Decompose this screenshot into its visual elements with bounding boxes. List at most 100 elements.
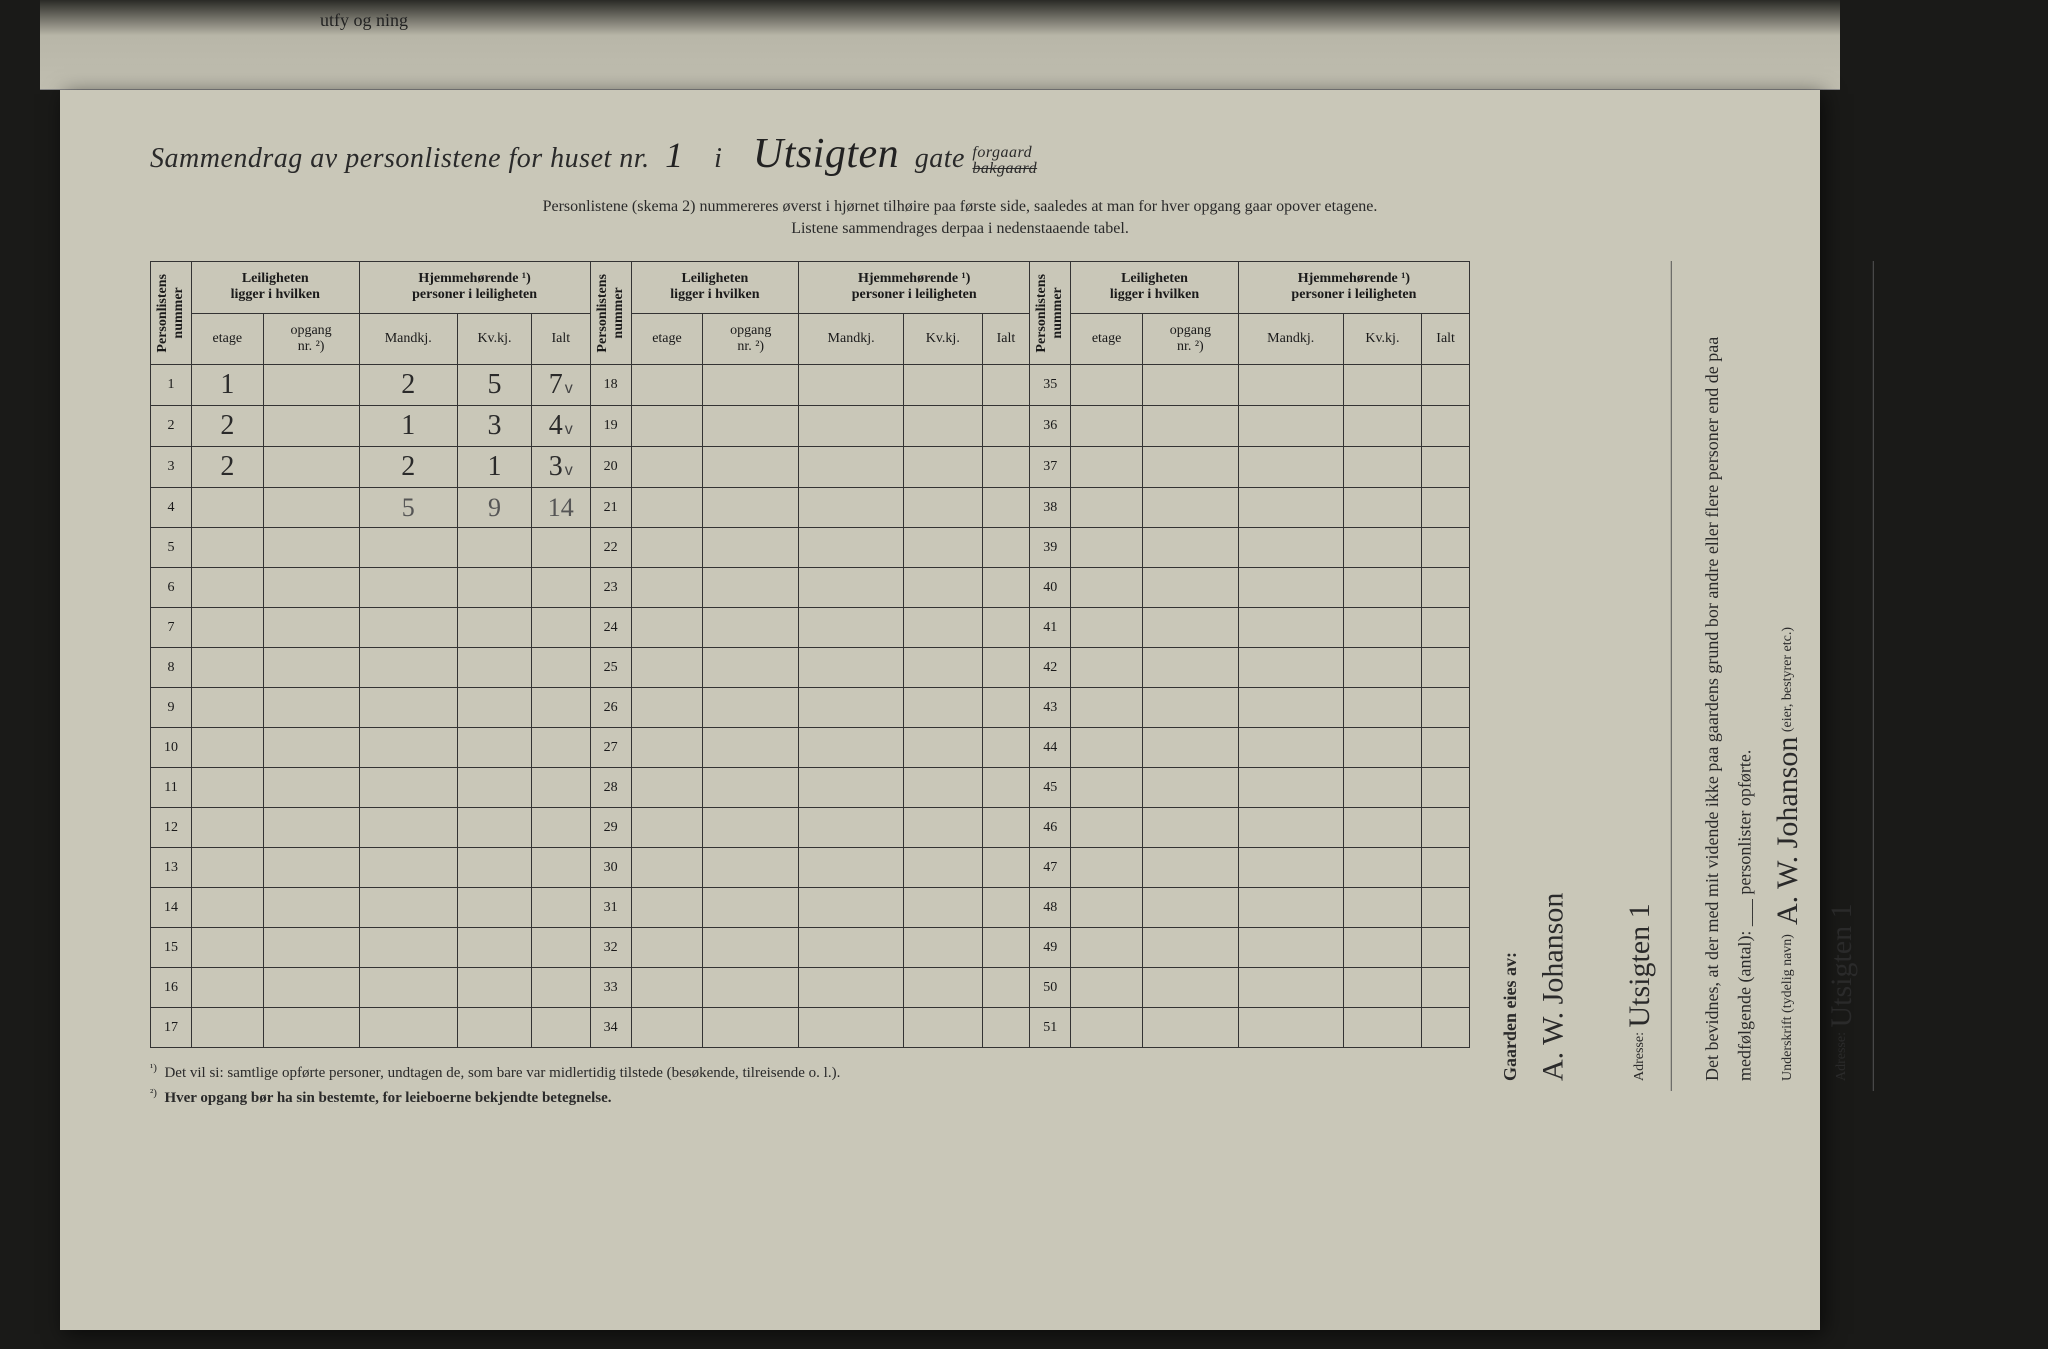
subcol: etage (631, 313, 703, 365)
row-number: 6 (151, 568, 192, 608)
cell-m (359, 928, 457, 968)
cell-i (1422, 365, 1470, 406)
cell-opgang (263, 1008, 359, 1048)
cell-opgang (703, 447, 799, 488)
row-number: 50 (1030, 968, 1071, 1008)
row-number: 5 (151, 528, 192, 568)
cell-k (1343, 808, 1422, 848)
cell-opgang (703, 768, 799, 808)
cell-m (1238, 1008, 1343, 1048)
cell-opgang (1142, 848, 1238, 888)
row-number: 7 (151, 608, 192, 648)
cell-k (458, 648, 532, 688)
cell-k (903, 528, 982, 568)
cell-i (982, 848, 1030, 888)
cell-etage (631, 688, 703, 728)
subcol: Mandkj. (799, 313, 904, 365)
cell-opgang (263, 968, 359, 1008)
row-number: 2 (151, 406, 192, 447)
col-nummer: Personlistensnummer (590, 261, 631, 365)
cell-opgang (703, 728, 799, 768)
cell-m (359, 648, 457, 688)
subcol: etage (192, 313, 264, 365)
cell-m (359, 888, 457, 928)
cell-m (799, 968, 904, 1008)
cell-k (903, 928, 982, 968)
row-number: 35 (1030, 365, 1071, 406)
subcol: Mandkj. (1238, 313, 1343, 365)
cell-etage (192, 568, 264, 608)
cell-m (799, 688, 904, 728)
cell-i (1422, 406, 1470, 447)
cell-etage (1071, 888, 1143, 928)
cell-etage (192, 808, 264, 848)
cell-i (1422, 608, 1470, 648)
cell-k (903, 688, 982, 728)
cell-i (982, 888, 1030, 928)
cell-k (1343, 688, 1422, 728)
cell-k: 9 (458, 488, 532, 528)
row-number: 28 (590, 768, 631, 808)
row-number: 1 (151, 365, 192, 406)
house-number: 1 (657, 135, 692, 175)
cell-etage (631, 528, 703, 568)
cell-m (359, 768, 457, 808)
cell-opgang (263, 648, 359, 688)
cell-etage (631, 568, 703, 608)
cell-i (982, 648, 1030, 688)
side-panel: Gaarden eies av: A. W. Johanson Adresse:… (1470, 261, 1770, 1091)
cell-etage (1071, 848, 1143, 888)
cell-etage: 2 (192, 447, 264, 488)
cell-k (1343, 968, 1422, 1008)
row-number: 23 (590, 568, 631, 608)
signature-address: Utsigten 1 (1825, 903, 1858, 1027)
cell-m (1238, 968, 1343, 1008)
cell-etage (1071, 928, 1143, 968)
cell-k (903, 406, 982, 447)
cell-opgang (263, 406, 359, 447)
cell-i (1422, 968, 1470, 1008)
signature-label: Underskrift (tydelig navn) (1780, 934, 1795, 1081)
title-gate: gate (915, 143, 965, 174)
attestation-column: Det bevidnes, at der med mit vidende ikk… (1692, 261, 1874, 1091)
cell-i (531, 1008, 590, 1048)
cell-i (982, 365, 1030, 406)
cell-m (1238, 848, 1343, 888)
row-number: 18 (590, 365, 631, 406)
row-number: 36 (1030, 406, 1071, 447)
cell-etage (1071, 447, 1143, 488)
cell-i (982, 968, 1030, 1008)
row-number: 43 (1030, 688, 1071, 728)
cell-etage (1071, 648, 1143, 688)
adresse-label-2: Adresse: (1834, 1032, 1849, 1081)
cell-etage (1071, 688, 1143, 728)
cell-etage (192, 928, 264, 968)
cell-opgang (703, 406, 799, 447)
cell-m (799, 447, 904, 488)
row-number: 33 (590, 968, 631, 1008)
row-number: 25 (590, 648, 631, 688)
table-row: 92643 (151, 688, 1470, 728)
bakgaard-label: bakgaard (972, 160, 1037, 177)
cell-opgang (703, 1008, 799, 1048)
cell-opgang (703, 888, 799, 928)
cell-k (458, 888, 532, 928)
cell-opgang (703, 848, 799, 888)
cell-m (1238, 808, 1343, 848)
cell-m (1238, 406, 1343, 447)
subcol: Mandkj. (359, 313, 457, 365)
cell-i (982, 688, 1030, 728)
cell-etage (1071, 728, 1143, 768)
eier-label: (eier, bestyrer etc.) (1780, 627, 1795, 732)
cell-m (1238, 568, 1343, 608)
cell-i (982, 447, 1030, 488)
cell-k (903, 888, 982, 928)
cell-m (359, 968, 457, 1008)
adresse-label: Adresse: (1632, 1032, 1647, 1081)
cell-etage: 1 (192, 365, 264, 406)
cell-opgang (263, 808, 359, 848)
row-number: 31 (590, 888, 631, 928)
cell-i (982, 528, 1030, 568)
row-number: 4 (151, 488, 192, 528)
cell-i (531, 928, 590, 968)
